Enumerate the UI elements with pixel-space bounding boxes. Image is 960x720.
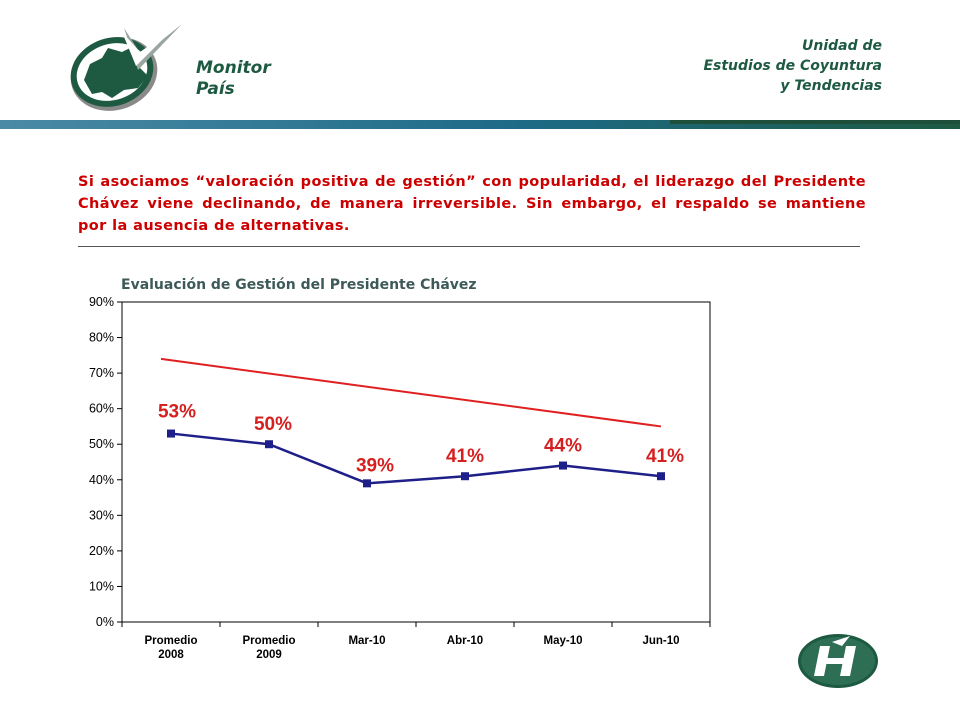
chart-title: Evaluación de Gestión del Presidente Chá… <box>121 277 477 293</box>
brand-name: Monitor País <box>196 58 271 100</box>
data-label: 39% <box>356 455 394 476</box>
data-labels: 53% 50% 39% 41% 44% 41% <box>158 402 684 477</box>
data-point <box>559 461 567 470</box>
y-tick-label: 20% <box>89 544 114 558</box>
y-tick-label: 50% <box>89 437 114 451</box>
x-tick-label: Mar-10 <box>348 635 385 647</box>
y-tick-label: 90% <box>89 295 114 309</box>
headline-statement: Si asociamos “valoración positiva de ges… <box>78 174 866 234</box>
x-tick-marks <box>121 622 711 627</box>
y-tick-label: 40% <box>89 473 114 487</box>
data-point <box>363 479 371 488</box>
x-tick-label: Promedio <box>144 635 197 647</box>
plot-frame <box>121 301 711 623</box>
y-axis-labels: 0% 10% 20% 30% 40% 50% 60% 70% 80% 90% <box>89 295 114 629</box>
y-tick-label: 10% <box>89 579 114 593</box>
x-tick-label: Abr-10 <box>447 635 483 647</box>
x-axis-labels: Promedio 2008 Promedio 2009 Mar-10 Abr-10 May-… <box>144 635 679 661</box>
unit-line-1: Unidad de <box>801 38 882 54</box>
x-tick-label: 2008 <box>158 649 184 661</box>
y-tick-label: 70% <box>89 366 114 380</box>
x-tick-label: 2009 <box>256 649 282 661</box>
unit-line-2: Estudios de Coyuntura <box>703 58 882 74</box>
unit-name: Unidad de Estudios de Coyuntura y Tenden… <box>703 36 882 96</box>
data-label: 50% <box>254 414 292 435</box>
brand-line-2: País <box>196 79 235 99</box>
data-point <box>657 472 665 481</box>
series-markers <box>167 429 665 488</box>
data-label: 41% <box>446 446 484 467</box>
data-label: 44% <box>544 436 582 457</box>
data-point <box>461 472 469 481</box>
trend-line <box>160 357 662 428</box>
y-tick-label: 30% <box>89 508 114 522</box>
header-gradient-bar <box>0 120 960 129</box>
x-tick-label: Jun-10 <box>642 635 679 647</box>
data-label: 53% <box>158 402 196 423</box>
y-tick-label: 80% <box>89 331 114 345</box>
footer-logo <box>798 634 878 688</box>
divider-line <box>78 246 860 247</box>
monitor-pais-logo <box>70 24 182 111</box>
y-tick-marks <box>117 301 122 623</box>
data-label: 41% <box>646 446 684 467</box>
y-tick-label: 0% <box>96 615 114 629</box>
data-point <box>167 429 175 438</box>
data-point <box>265 440 273 449</box>
line-chart: 0% 10% 20% 30% 40% 50% 60% 70% 80% 90% 53% 50% 39% 4… <box>89 295 711 661</box>
brand-line-1: Monitor <box>196 58 271 78</box>
unit-line-3: y Tendencias <box>780 78 882 94</box>
x-tick-label: May-10 <box>544 635 583 647</box>
x-tick-label: Promedio <box>242 635 295 647</box>
series-line <box>170 432 662 485</box>
y-tick-label: 60% <box>89 402 114 416</box>
